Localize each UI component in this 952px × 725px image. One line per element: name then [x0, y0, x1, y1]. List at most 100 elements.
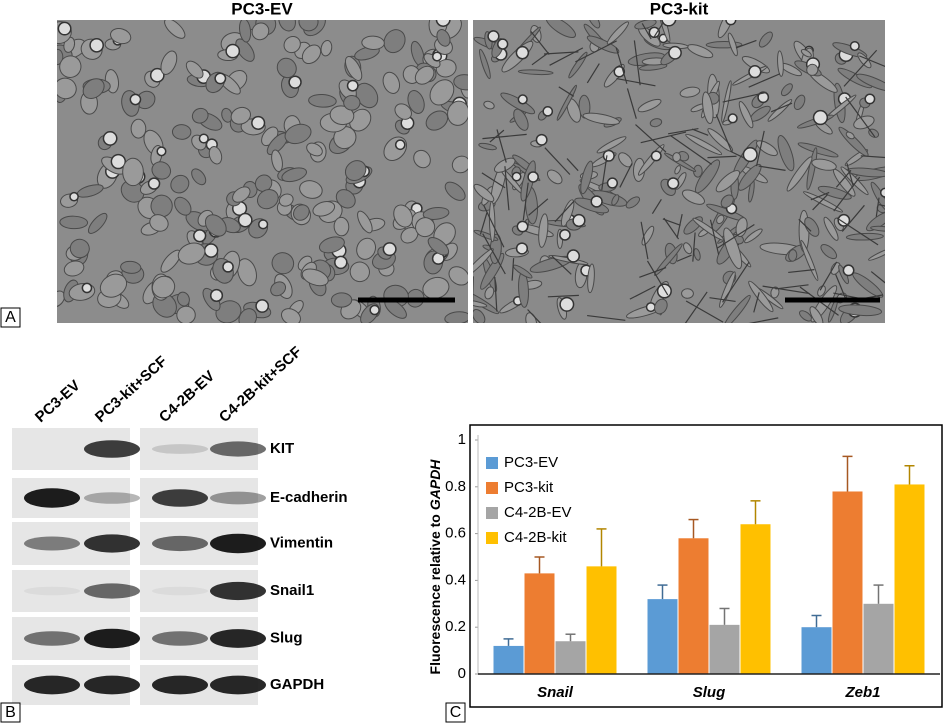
cell [479, 48, 491, 80]
cell [817, 185, 852, 200]
round-cell [288, 75, 302, 89]
cell [868, 247, 885, 261]
round-cell [369, 304, 380, 316]
blot-band [210, 441, 266, 457]
cell [301, 268, 329, 287]
cell [293, 204, 310, 221]
y-axis-label: Fluorescence relative to GAPDH [427, 459, 443, 675]
cell [427, 237, 450, 256]
cell [204, 214, 227, 237]
image-title: PC3-kit [650, 0, 709, 18]
blot-band [152, 631, 208, 646]
cell-process [755, 130, 765, 167]
cell-process [812, 193, 829, 211]
round-cell [346, 79, 359, 92]
lane-label: PC3-EV [32, 377, 84, 426]
cell [57, 48, 64, 66]
blot-band [152, 489, 208, 507]
panel-label-box [0, 307, 21, 328]
round-cell [656, 283, 672, 299]
cell [99, 273, 128, 298]
cell [177, 291, 190, 307]
cell-process [859, 55, 885, 67]
cell-process [651, 199, 662, 214]
cell [580, 160, 594, 195]
round-cell [879, 187, 885, 198]
cell [654, 243, 683, 276]
cell-process [544, 147, 571, 175]
cell [737, 163, 762, 191]
cell [777, 50, 784, 77]
y-tick-label: 0.2 [445, 618, 466, 635]
cell [722, 294, 751, 323]
cell-process [762, 285, 810, 295]
cell [717, 20, 734, 39]
cell [587, 263, 595, 294]
blot-band [84, 440, 140, 458]
cell [278, 20, 296, 32]
cell-process [753, 292, 760, 313]
cell-process [640, 131, 687, 144]
legend-swatch [486, 507, 498, 519]
cell [611, 194, 620, 206]
cell [480, 252, 505, 290]
cell [329, 105, 355, 126]
cell-process [639, 266, 667, 278]
cell-process [735, 39, 757, 49]
cell [394, 103, 412, 120]
blot-band [24, 586, 80, 596]
cell [280, 308, 301, 323]
blot-band [84, 583, 140, 599]
blot-band [24, 631, 80, 646]
cell [57, 77, 77, 100]
cell [344, 56, 363, 82]
cell [271, 252, 295, 275]
y-tick-label: 1 [458, 431, 466, 448]
chart-frame [469, 424, 943, 708]
cell [788, 249, 798, 262]
cell-process [496, 129, 507, 163]
cell [349, 261, 370, 283]
cell-process [758, 165, 786, 171]
bar [555, 641, 586, 674]
cell-process [479, 212, 488, 235]
protein-label: Snail1 [270, 582, 314, 599]
round-cell [748, 65, 762, 79]
cell [546, 169, 563, 185]
cell [735, 217, 748, 238]
cell [393, 204, 413, 228]
cell [357, 210, 373, 234]
y-tick-label: 0.4 [445, 571, 466, 588]
blot-band [24, 488, 80, 508]
cell-process [707, 155, 737, 159]
cell [284, 123, 312, 145]
cell-process [601, 155, 608, 190]
cell [738, 101, 754, 129]
bar [894, 484, 925, 674]
round-cell [431, 51, 443, 62]
round-cell [57, 21, 72, 36]
cell [692, 217, 724, 241]
cell [681, 288, 694, 299]
cell-process [626, 88, 637, 119]
cell-process [709, 297, 736, 303]
cell [707, 128, 734, 153]
cell-process [483, 204, 505, 248]
cell [320, 39, 333, 57]
cell-process [640, 221, 649, 260]
round-cell [394, 139, 406, 151]
cell-process [653, 23, 664, 37]
cell [473, 309, 486, 323]
cell-process [685, 300, 724, 323]
cell [780, 83, 793, 97]
cell [413, 149, 431, 169]
cell-process [511, 258, 515, 281]
blot-band [152, 586, 208, 596]
round-cell [147, 177, 161, 190]
blot-band [84, 534, 140, 553]
round-cell [497, 38, 509, 50]
cell [804, 217, 820, 237]
cell [306, 142, 323, 157]
cell [170, 174, 190, 194]
round-cell [566, 249, 580, 263]
